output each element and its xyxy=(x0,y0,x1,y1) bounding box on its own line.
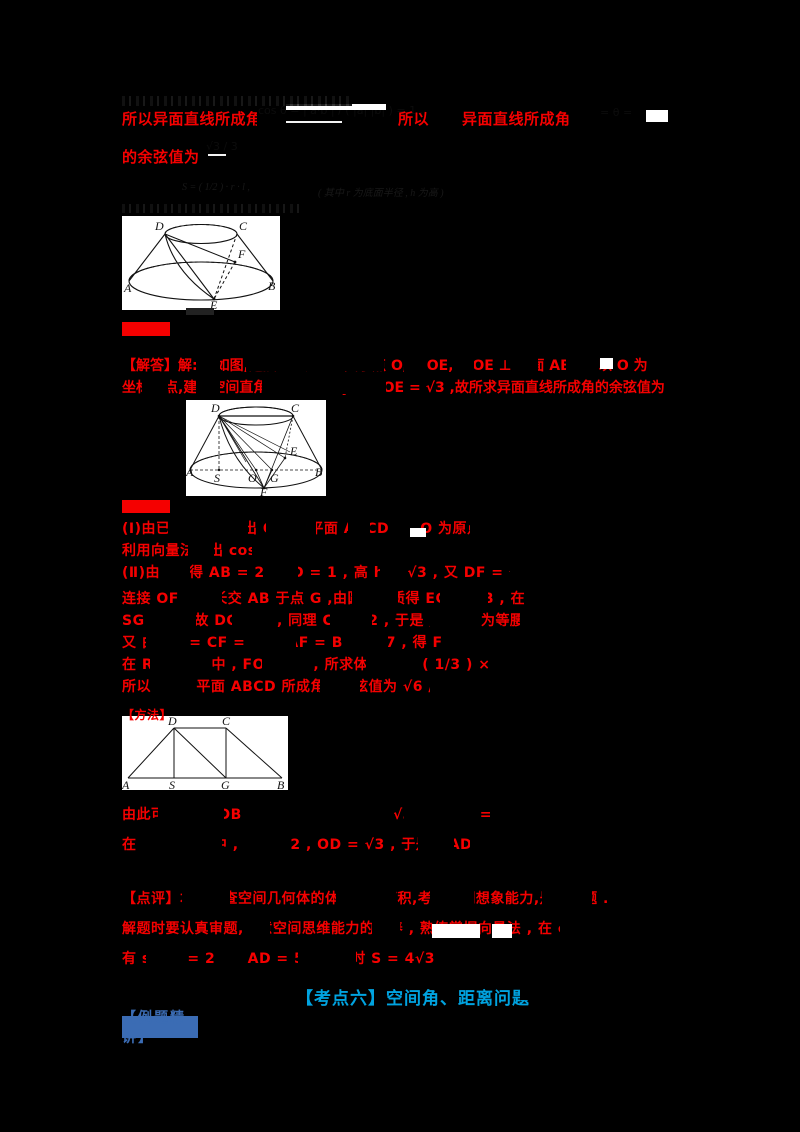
redaction-smear-r3 xyxy=(122,204,302,213)
figure3-header-smear xyxy=(288,700,700,718)
line1-white-gap xyxy=(646,110,668,122)
paragraph-5-line-1: 【点评】本题考查空间几何体的体积、表面积,考查空间想象能力,是中档题 . xyxy=(122,891,609,907)
figure1-label-F: F xyxy=(237,247,246,261)
p4-smear-i xyxy=(150,858,350,880)
p5-white-patch-2 xyxy=(492,924,512,938)
figure3-label-B: B xyxy=(277,778,285,790)
page-bottom-fill xyxy=(0,1046,800,1132)
line2-math-fraction: √3 / 3 . xyxy=(206,140,245,153)
figure-trapezoid-ADCB: D C A S G B xyxy=(122,716,288,790)
page-right-margin xyxy=(700,0,800,1132)
figure-2-svg: D C E A S O G B F xyxy=(186,401,323,496)
paragraph-3-line-5: 所以 EF 与平面 ABCD 所成角的正弦值为 √6 / 3 . xyxy=(122,679,461,695)
paragraph-1-line-2: 坐标原点,建立空间直角坐标系 O-xyz,则 OE = √3 ,故所求异面直线所… xyxy=(122,380,665,396)
figure2-label-D: D xyxy=(210,401,220,415)
figure1-label-A: A xyxy=(123,281,132,295)
figure2-label-C: C xyxy=(291,401,300,415)
figure2-label-A: A xyxy=(186,465,194,479)
p2-white-patch xyxy=(410,528,426,540)
line1-red-label: 所以异面直线所成角 xyxy=(122,110,257,128)
example-section-tag: 【例题精讲】 xyxy=(122,1010,198,1046)
figure-3-svg: D C A S G B xyxy=(122,716,285,790)
paragraph-5-line-2: 解题时要认真审题,注意空间思维能力的培养 , 熟练掌握向量法 , 在 cos θ… xyxy=(122,921,688,937)
p3-smear-u xyxy=(690,584,800,704)
p1-smear-j xyxy=(690,350,800,396)
paragraph-3-line-2: SG = 1 , 故 DG = 2 , 同理 CG = 2 , 于是 △DGC … xyxy=(122,613,684,629)
line1-fraction-bar-highlight xyxy=(286,104,386,110)
section-heading-cyan: 【考点六】空间角、距离问题 xyxy=(296,989,530,1009)
figure3-label-S: S xyxy=(169,778,175,790)
figure2-label-F: F xyxy=(259,485,268,496)
paragraph-4-line-1: 由此可得 S△ADB = 1/2 × AB × h = √3 , 故 S总 = … xyxy=(122,807,556,823)
tag-jieda-block xyxy=(122,322,170,336)
line3-formula-left: S = ( 1/2 ) · r · l , V = ( 1/3 ) π r² h… xyxy=(182,182,252,193)
line1-fraction-underline xyxy=(286,121,342,123)
tag-fenxi-block xyxy=(122,500,170,513)
figure3-header-fragments: 【方法】 xyxy=(122,708,173,722)
figure-1-svg: D C F A B E xyxy=(123,219,276,310)
figure2-label-S: S xyxy=(214,471,220,485)
line1-math-expression-2: = θ = xyxy=(600,106,633,119)
p1-white-patch xyxy=(600,358,613,369)
figure2-label-B: B xyxy=(315,465,323,479)
paragraph-3-line-3: 又 由 DF = CF = √7 , AF = BF = √7 , 得 FG ⊥… xyxy=(122,635,614,651)
paragraph-5-line-3: 有 sin θ = 2/3 , AD = 5/3 , 此时 S = 4√3 , … xyxy=(122,951,613,967)
paragraph-2-line-3: (Ⅱ)由已知得 AB = 2 , CD = 1 , 高 h = √3 , 又 D… xyxy=(122,565,641,581)
paragraph-2-line-1: (Ⅰ)由已知条件推导出 OE ⊥ 平面 ABCD ,以 O 为原点建立空间直角坐… xyxy=(122,521,618,537)
figure2-label-O: O xyxy=(248,471,257,485)
figure2-label-G: G xyxy=(270,471,279,485)
p5-white-patch-1 xyxy=(432,924,480,938)
redaction-smear-r1b xyxy=(430,100,460,130)
line1-red-tag: 所以 xyxy=(398,110,430,128)
line2-red-label: 的余弦值为 xyxy=(122,148,200,166)
figure1-label-B: B xyxy=(268,279,276,293)
page-left-margin xyxy=(0,0,118,1132)
figure-frustum-DCEASOGBF: D C E A S O G B F xyxy=(186,400,326,496)
tag-jieda-trailing-smear xyxy=(174,318,216,336)
figure3-label-A: A xyxy=(122,778,130,790)
figure1-label-D: D xyxy=(154,219,164,233)
paragraph-2-line-2: 利用向量法求出 cos θ ,由此能求出结果 . xyxy=(122,543,397,559)
paragraph-3-line-1: 连接 OF 并延长交 AB 于点 G ,由圆台性质得 EG ⊥ AB , 在 R… xyxy=(122,591,688,607)
line2-fraction-bar xyxy=(208,154,226,156)
figure3-label-G: G xyxy=(221,778,230,790)
redaction-smear-r2 xyxy=(240,140,700,170)
line1-red-tail: 异面直线所成角 xyxy=(462,110,571,128)
paragraph-4-line-2: 在 Rt△AOD 中 , AD = 2 , OD = √3 , 于是 ∠ADO … xyxy=(122,837,688,853)
figure-frustum-DCFABE: D C F A B E xyxy=(122,216,280,310)
p4-smear-j xyxy=(400,858,700,880)
page-top-fill xyxy=(0,0,800,94)
paragraph-3-line-4: 在 Rt△FGO 中 , FO = √2 , 所求体积 V = ( 1/3 ) … xyxy=(122,657,632,673)
cyan-heading-smear-right xyxy=(520,978,700,1000)
figure3-label-D: D xyxy=(167,716,177,728)
figure1-label-C: C xyxy=(239,219,248,233)
figure1-label-E: E xyxy=(209,298,218,310)
line3-formula-right: ( 其中 r 为底面半径 , h 为高 ) xyxy=(318,188,444,199)
cyan-heading-smear-left xyxy=(122,978,294,1000)
figure2-label-E: E xyxy=(289,444,298,458)
figure3-label-C: C xyxy=(222,716,231,728)
